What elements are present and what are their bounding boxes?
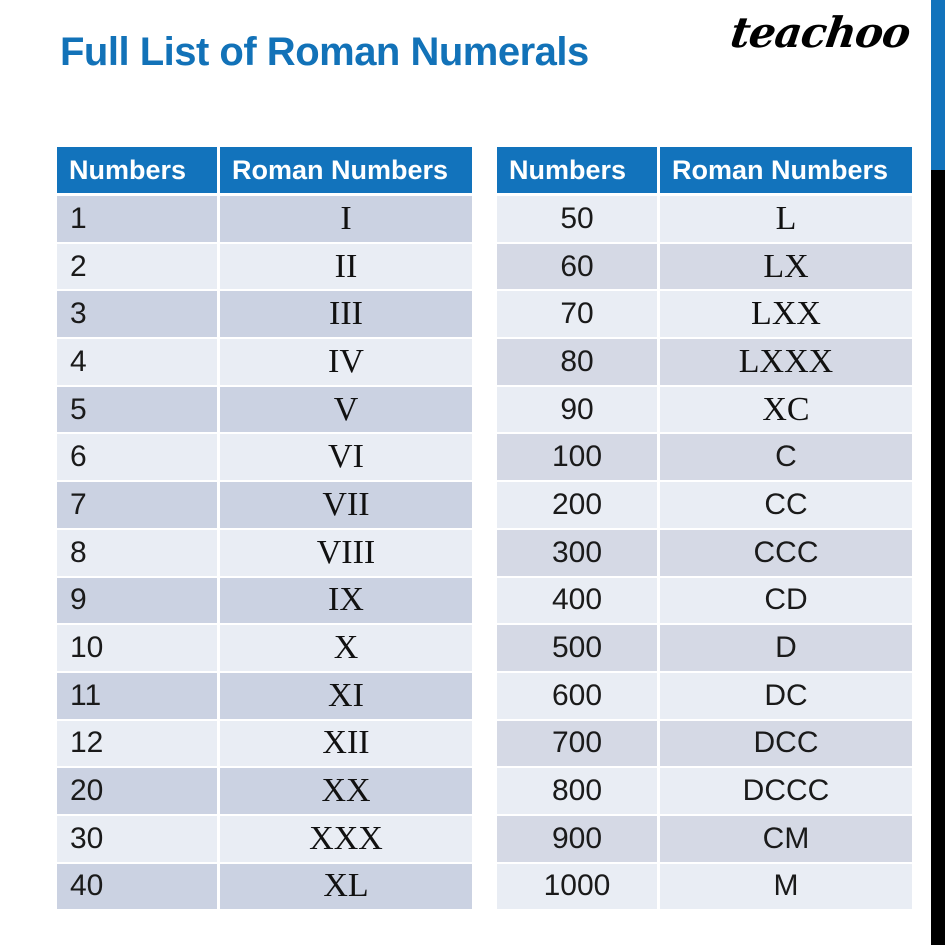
column-header-numbers: Numbers [497, 147, 657, 193]
table-header-row: Numbers Roman Numbers [497, 147, 912, 193]
column-header-numbers: Numbers [57, 147, 217, 193]
roman-table-right: Numbers Roman Numbers 50 L 60 LX 70 LXX 80 LXXX… [497, 147, 912, 910]
roman-table-left: Numbers Roman Numbers 1 I 2 II 3 III 4 IV 5 V 6 VI 7… [57, 147, 472, 910]
roman-numeral-cell: XC [660, 386, 912, 433]
roman-numeral-cell: II [220, 243, 472, 290]
roman-numeral-cell: DCCC [660, 768, 912, 814]
number-cell: 200 [497, 482, 657, 528]
number-cell: 70 [497, 291, 657, 338]
brand-logo: teachoo [727, 8, 913, 57]
roman-numeral-cell: L [660, 196, 912, 242]
roman-numeral-cell: LXXX [660, 339, 912, 385]
roman-numeral-cell: IX [220, 577, 472, 624]
number-cell: 300 [497, 529, 657, 576]
number-cell: 8 [57, 529, 217, 576]
number-cell: 700 [497, 720, 657, 767]
right-edge-stripe-black [931, 170, 945, 945]
right-edge-stripe-blue [931, 0, 945, 170]
number-cell: 11 [57, 672, 217, 719]
number-cell: 6 [57, 434, 217, 481]
table-header-row: Numbers Roman Numbers [57, 147, 472, 193]
roman-numeral-cell: CCC [660, 529, 912, 576]
roman-numeral-cell: XX [220, 768, 472, 814]
number-cell: 4 [57, 339, 217, 385]
roman-numeral-cell: XL [220, 863, 472, 910]
number-cell: 20 [57, 768, 217, 814]
number-cell: 60 [497, 243, 657, 290]
roman-numeral-cell: VIII [220, 529, 472, 576]
number-cell: 500 [497, 625, 657, 671]
roman-numeral-cell: LXX [660, 291, 912, 338]
page-title: Full List of Roman Numerals [60, 30, 589, 74]
roman-numeral-cell: VI [220, 434, 472, 481]
roman-numeral-cell: M [660, 863, 912, 910]
number-cell: 800 [497, 768, 657, 814]
number-cell: 3 [57, 291, 217, 338]
number-cell: 1 [57, 196, 217, 242]
roman-numeral-cell: V [220, 386, 472, 433]
number-cell: 1000 [497, 863, 657, 910]
roman-numeral-cell: DC [660, 672, 912, 719]
roman-numeral-cell: XI [220, 672, 472, 719]
roman-numeral-cell: CM [660, 815, 912, 862]
table-body: 50 L 60 LX 70 LXX 80 LXXX 90 XC 100 C 200 CC 300 CCC 400… [497, 196, 912, 910]
number-cell: 100 [497, 434, 657, 481]
number-cell: 12 [57, 720, 217, 767]
roman-numeral-cell: CC [660, 482, 912, 528]
roman-numeral-cell: C [660, 434, 912, 481]
number-cell: 80 [497, 339, 657, 385]
number-cell: 2 [57, 243, 217, 290]
roman-numeral-cell: VII [220, 482, 472, 528]
roman-numeral-cell: III [220, 291, 472, 338]
number-cell: 40 [57, 863, 217, 910]
number-cell: 900 [497, 815, 657, 862]
roman-numeral-cell: X [220, 625, 472, 671]
number-cell: 90 [497, 386, 657, 433]
roman-numeral-cell: LX [660, 243, 912, 290]
roman-numeral-cell: I [220, 196, 472, 242]
number-cell: 400 [497, 577, 657, 624]
number-cell: 5 [57, 386, 217, 433]
roman-numeral-cell: DCC [660, 720, 912, 767]
number-cell: 30 [57, 815, 217, 862]
column-header-roman-numbers: Roman Numbers [660, 147, 912, 193]
roman-numeral-cell: XXX [220, 815, 472, 862]
roman-numeral-cell: IV [220, 339, 472, 385]
number-cell: 7 [57, 482, 217, 528]
roman-numeral-cell: CD [660, 577, 912, 624]
number-cell: 50 [497, 196, 657, 242]
number-cell: 10 [57, 625, 217, 671]
number-cell: 9 [57, 577, 217, 624]
roman-numeral-cell: D [660, 625, 912, 671]
roman-numeral-cell: XII [220, 720, 472, 767]
number-cell: 600 [497, 672, 657, 719]
table-body: 1 I 2 II 3 III 4 IV 5 V 6 VI 7 VII 8 VIII 9 IX 10 X 11 XI 12 XI… [57, 196, 472, 910]
column-header-roman-numbers: Roman Numbers [220, 147, 472, 193]
